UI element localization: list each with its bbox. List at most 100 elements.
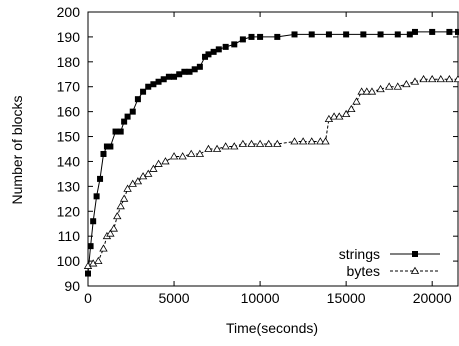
bytes-point: [155, 160, 162, 166]
x-tick-label: 15000: [327, 290, 366, 306]
strings-point: [150, 81, 156, 87]
x-tick-label: 0: [84, 290, 92, 306]
strings-point: [292, 31, 298, 37]
strings-point: [176, 71, 182, 77]
y-tick-label: 90: [64, 278, 80, 294]
bytes-point: [429, 76, 436, 82]
bytes-point: [100, 245, 107, 251]
strings-point: [187, 69, 193, 75]
strings-point: [248, 34, 254, 40]
strings-point: [107, 144, 113, 150]
bytes-point: [179, 153, 186, 159]
bytes-point: [403, 81, 410, 87]
strings-point: [309, 31, 315, 37]
strings-point: [211, 49, 217, 55]
bytes-point: [322, 138, 329, 144]
bytes-point: [437, 76, 444, 82]
bytes-point: [196, 150, 203, 156]
y-tick-label: 110: [58, 228, 81, 244]
bytes-point: [95, 258, 102, 264]
strings-point: [100, 151, 106, 157]
legend-label-bytes: bytes: [347, 263, 380, 279]
legend-marker-strings: [412, 251, 418, 257]
strings-point: [125, 114, 131, 120]
strings-point: [94, 193, 100, 199]
strings-point: [216, 46, 222, 52]
bytes-point: [162, 158, 169, 164]
strings-point: [85, 271, 91, 277]
y-tick-label: 100: [57, 253, 81, 269]
strings-point: [113, 129, 119, 135]
bytes-point: [171, 153, 178, 159]
strings-point: [135, 96, 141, 102]
strings-point: [446, 29, 452, 35]
y-tick-label: 150: [57, 129, 81, 145]
bytes-point: [455, 76, 459, 82]
plot-frame: [88, 12, 458, 286]
bytes-point: [348, 106, 355, 112]
strings-point: [90, 218, 96, 224]
strings-point: [326, 31, 332, 37]
strings-point: [166, 74, 172, 80]
strings-point: [343, 31, 349, 37]
bytes-point: [446, 76, 453, 82]
strings-point: [171, 74, 177, 80]
strings-point: [378, 31, 384, 37]
strings-point: [360, 31, 366, 37]
bytes-point: [291, 138, 298, 144]
strings-point: [231, 41, 237, 47]
bytes-point: [368, 88, 375, 94]
strings-point: [205, 51, 211, 57]
strings-point: [88, 243, 94, 249]
strings-point: [140, 89, 146, 95]
strings-point: [412, 29, 418, 35]
axes: 90 100 110 120 130 140 150 160 170 180 190 200 0 5000…: [57, 4, 458, 306]
y-tick-label: 170: [57, 79, 81, 95]
strings-point: [197, 64, 203, 70]
bytes-point: [394, 83, 401, 89]
x-axis-label: Time(seconds): [226, 320, 318, 336]
strings-point: [257, 34, 263, 40]
strings-series-line: [88, 32, 458, 274]
y-tick-label: 130: [57, 178, 81, 194]
strings-point: [130, 109, 136, 115]
y-tick-label: 120: [57, 203, 81, 219]
y-tick-label: 180: [57, 54, 81, 70]
strings-point: [407, 31, 413, 37]
bytes-point: [353, 98, 360, 104]
strings-point: [145, 84, 151, 90]
x-tick-label: 5000: [158, 290, 189, 306]
bytes-point: [222, 143, 229, 149]
legend-label-strings: strings: [339, 246, 380, 262]
strings-point: [274, 34, 280, 40]
strings-point: [118, 129, 124, 135]
y-tick-label: 190: [57, 29, 81, 45]
strings-point: [395, 31, 401, 37]
strings-point: [161, 76, 167, 82]
bytes-point: [110, 225, 117, 231]
bytes-point: [114, 213, 121, 219]
y-tick-label: 140: [57, 153, 81, 169]
y-tick-label: 160: [57, 104, 81, 120]
strings-point: [97, 176, 103, 182]
strings-point: [429, 29, 435, 35]
bytes-series-line: [88, 79, 458, 266]
strings-point: [223, 44, 229, 50]
bytes-point: [257, 141, 264, 147]
strings-point: [156, 79, 162, 85]
x-tick-label: 20000: [413, 290, 452, 306]
bytes-point: [117, 203, 124, 209]
strings-point: [181, 69, 187, 75]
y-tick-label: 200: [57, 4, 81, 20]
bytes-point: [420, 76, 427, 82]
strings-point: [455, 29, 459, 35]
bytes-point: [188, 150, 195, 156]
strings-point: [240, 36, 246, 42]
x-tick-label: 10000: [241, 290, 280, 306]
strings-point: [192, 66, 198, 72]
y-axis-label: Number of blocks: [9, 96, 25, 205]
plot-area: [85, 29, 459, 277]
bytes-point: [121, 195, 128, 201]
